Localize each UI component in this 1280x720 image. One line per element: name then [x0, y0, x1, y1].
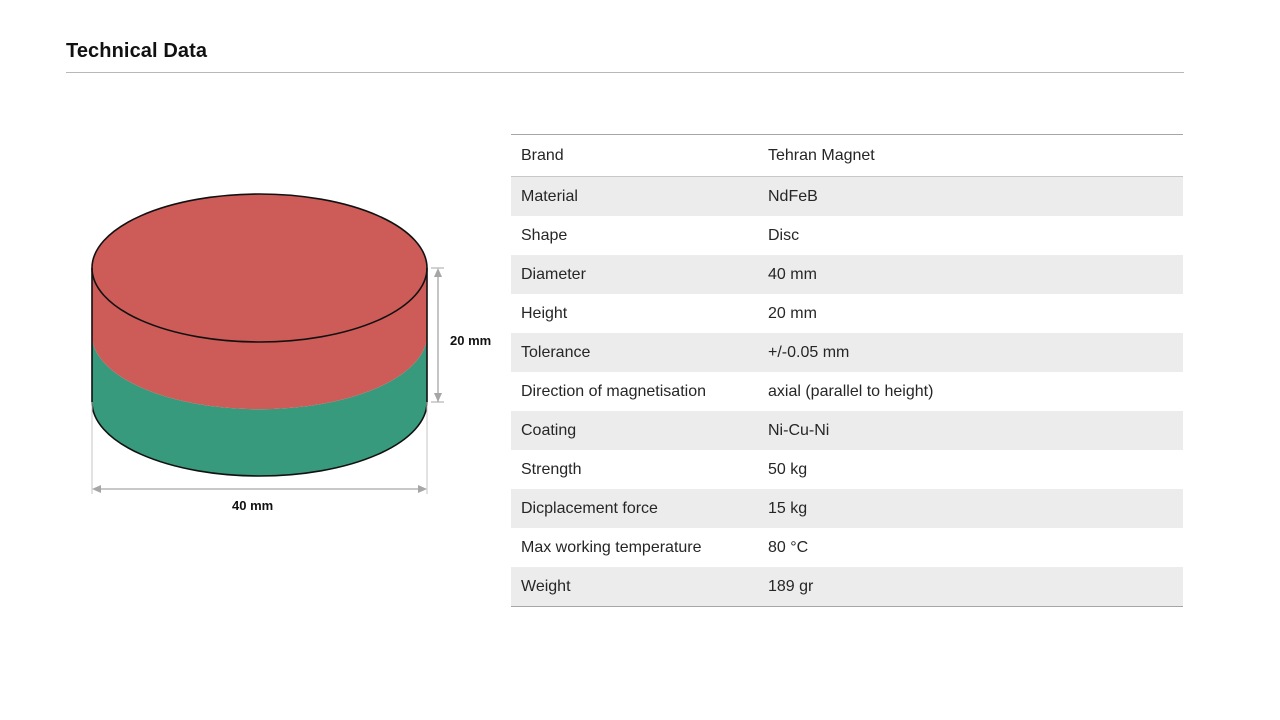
table-row: Shape Disc [511, 216, 1183, 255]
magnet-top-face [91, 193, 428, 343]
table-row: Max working temperature 80 °C [511, 528, 1183, 567]
diameter-arrow-left-icon [92, 485, 101, 493]
spec-label: Material [511, 176, 758, 216]
spec-value: axial (parallel to height) [768, 382, 934, 400]
spec-label: Height [521, 304, 568, 322]
magnet-north-half [92, 268, 427, 410]
spec-value: Ni-Cu-Ni [758, 411, 1183, 450]
magnet-south-half [92, 335, 427, 477]
magnet-outline [91, 268, 428, 477]
table-row: Diameter 40 mm [511, 255, 1183, 294]
spec-label: Dicplacement force [511, 489, 758, 528]
spec-label: Diameter [511, 255, 758, 294]
disc-magnet-diagram: 20 mm 40 mm [91, 193, 491, 513]
diameter-arrow-right-icon [418, 485, 427, 493]
title-divider [66, 72, 1184, 73]
spec-label: Coating [511, 411, 758, 450]
technical-data-table: Brand Tehran Magnet Material NdFeB Shape… [511, 134, 1183, 607]
spec-value: 50 kg [768, 460, 808, 478]
spec-value: 20 mm [768, 304, 817, 322]
table-row: Dicplacement force 15 kg [511, 489, 1183, 528]
table-row: Tolerance +/-0.05 mm [511, 333, 1183, 372]
table-row: Weight 189 gr [511, 567, 1183, 607]
spec-label: Tolerance [511, 333, 758, 372]
height-arrow-up-icon [434, 268, 442, 277]
spec-value: NdFeB [758, 176, 1183, 216]
table-row: Brand Tehran Magnet [511, 134, 1183, 177]
disc-magnet-figure: 20 mm 40 mm [60, 180, 520, 530]
diameter-dimension-label: 40 mm [232, 498, 273, 513]
height-dimension-label: 20 mm [450, 333, 491, 348]
spec-label: Max working temperature [521, 538, 702, 556]
height-arrow-down-icon [434, 393, 442, 402]
table-row: Strength 50 kg [511, 450, 1183, 489]
spec-value: 189 gr [758, 567, 1183, 607]
spec-label: Weight [511, 567, 758, 607]
spec-label: Shape [521, 226, 568, 244]
table-row: Height 20 mm [511, 294, 1183, 333]
spec-label: Direction of magnetisation [521, 382, 706, 400]
spec-label: Brand [511, 134, 758, 177]
spec-value: Tehran Magnet [758, 134, 1183, 177]
table-row: Material NdFeB [511, 176, 1183, 216]
spec-value: Disc [768, 226, 800, 244]
table-row: Direction of magnetisation axial (parall… [511, 372, 1183, 411]
spec-value: 40 mm [758, 255, 1183, 294]
table-row: Coating Ni-Cu-Ni [511, 411, 1183, 450]
spec-label: Strength [521, 460, 582, 478]
spec-value: +/-0.05 mm [758, 333, 1183, 372]
spec-value: 15 kg [758, 489, 1183, 528]
spec-value: 80 °C [768, 538, 809, 556]
page-title: Technical Data [66, 40, 208, 62]
